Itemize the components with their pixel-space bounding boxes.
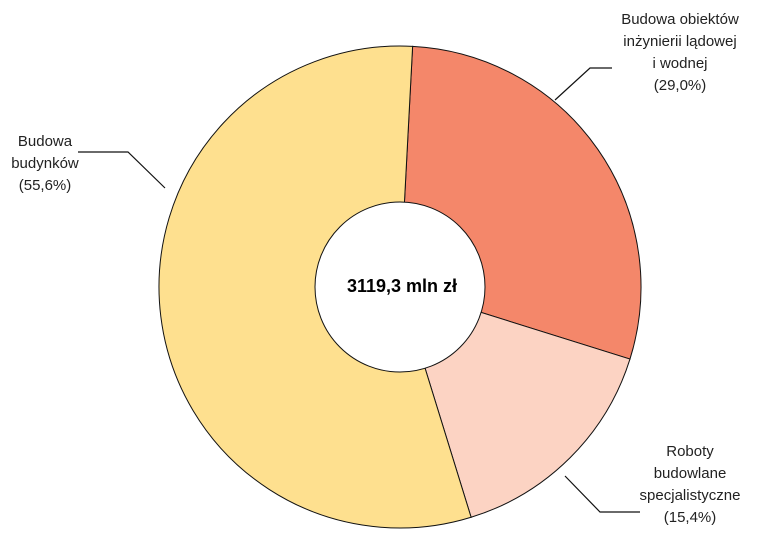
value-label: (29,0%) xyxy=(654,77,707,94)
leader-line xyxy=(564,475,640,513)
slice-label: Budowa obiektów xyxy=(621,11,739,28)
slice-label: budynków xyxy=(11,155,79,172)
donut-hole xyxy=(314,201,486,373)
slice-label: specjalistyczne xyxy=(640,487,741,504)
value-label: (15,4%) xyxy=(664,509,717,526)
leader-line xyxy=(78,151,166,189)
slice-label: Budowa xyxy=(18,133,73,150)
leader-line xyxy=(554,67,612,101)
slice-label: i wodnej xyxy=(652,55,707,72)
slice-label: Roboty xyxy=(666,443,714,460)
center-label: 3119,3 mln zł xyxy=(347,276,457,296)
slice-label: budowlane xyxy=(654,465,727,482)
slice-label: inżynierii lądowej xyxy=(623,33,736,50)
value-label: (55,6%) xyxy=(19,177,72,194)
